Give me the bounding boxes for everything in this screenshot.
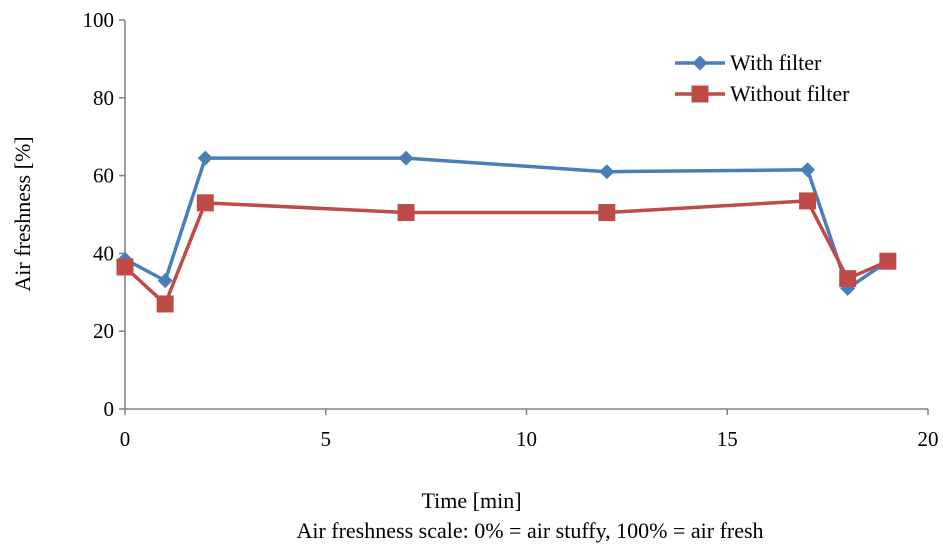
- y-tick-label: 40: [93, 241, 114, 265]
- x-tick-label: 20: [918, 427, 939, 451]
- y-ticks: 0 20 40 60 80 100: [83, 8, 125, 421]
- legend-item-without-filter: Without filter: [675, 81, 850, 106]
- series-layer: [116, 150, 897, 313]
- scale-caption: Air freshness scale: 0% = air stuffy, 10…: [296, 518, 764, 543]
- x-tick-label: 10: [516, 427, 537, 451]
- y-tick-label: 80: [93, 86, 114, 110]
- y-tick-label: 20: [93, 319, 114, 343]
- legend-label: Without filter: [730, 81, 850, 106]
- data-point-without-filter: [598, 204, 616, 222]
- x-tick-label: 15: [717, 427, 738, 451]
- series-with-filter: [117, 150, 896, 296]
- series-line-with-filter: [124, 156, 889, 291]
- data-point-with-filter: [398, 150, 414, 166]
- data-point-with-filter: [157, 273, 173, 289]
- data-point-with-filter: [800, 162, 816, 178]
- series-without-filter: [116, 192, 897, 313]
- x-tick-label: 5: [321, 427, 332, 451]
- x-ticks: 0 5 10 15 20: [120, 409, 939, 451]
- data-point-without-filter: [799, 192, 817, 210]
- x-tick-label: 0: [120, 427, 131, 451]
- data-point-without-filter: [839, 270, 857, 288]
- legend-label: With filter: [730, 50, 822, 75]
- axes: [124, 20, 928, 410]
- data-point-without-filter: [196, 194, 214, 212]
- data-point-with-filter: [599, 164, 615, 180]
- data-point-without-filter: [397, 204, 415, 222]
- y-tick-label: 0: [104, 397, 115, 421]
- x-axis-title: Time [min]: [421, 488, 522, 513]
- data-point-without-filter: [156, 295, 174, 313]
- legend-marker: [691, 85, 709, 103]
- y-axis-title: Air freshness [%]: [10, 136, 35, 291]
- legend: With filter Without filter: [675, 50, 850, 106]
- legend-item-with-filter: With filter: [675, 50, 822, 75]
- data-point-without-filter: [879, 252, 897, 270]
- y-tick-label: 100: [83, 8, 115, 32]
- legend-marker: [692, 55, 708, 71]
- data-point-without-filter: [116, 258, 134, 276]
- data-point-with-filter: [197, 150, 213, 166]
- series-line-without-filter: [123, 199, 889, 306]
- y-tick-label: 60: [93, 164, 114, 188]
